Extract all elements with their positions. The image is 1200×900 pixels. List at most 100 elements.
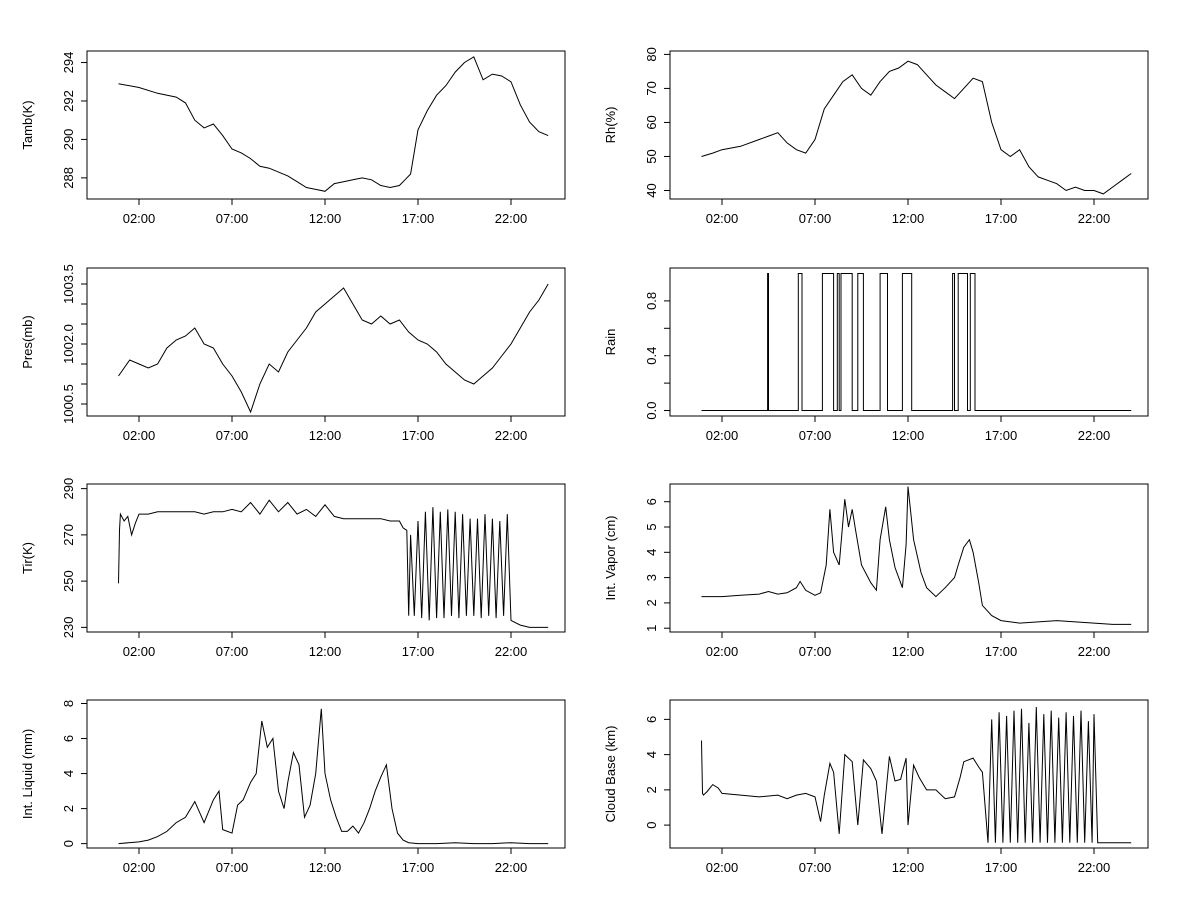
chart-panel-6: 02:00 07:00 12:00 17:00 22:00 0 2 4 6 8 Int. Liqui… bbox=[20, 699, 566, 875]
plot-frame bbox=[669, 699, 1149, 849]
x-tick-label: 02:00 bbox=[123, 211, 156, 226]
x-tick-label: 02:00 bbox=[706, 428, 739, 443]
y-tick-label: 60 bbox=[644, 115, 659, 129]
series-line bbox=[701, 273, 1132, 411]
x-tick-label: 07:00 bbox=[216, 211, 249, 226]
y-tick-label: 6 bbox=[644, 498, 659, 505]
y-tick-label: 3 bbox=[644, 574, 659, 581]
x-tick-label: 02:00 bbox=[706, 644, 739, 659]
x-tick-label: 17:00 bbox=[985, 211, 1018, 226]
y-tick-label: 290 bbox=[61, 129, 76, 151]
plot-frame bbox=[86, 483, 566, 633]
chart-panel-1: 02:00 07:00 12:00 17:00 22:00 40 50 60 70 80 Rh(%) bbox=[603, 47, 1149, 226]
y-tick-label: 2 bbox=[644, 786, 659, 793]
series-line bbox=[118, 283, 549, 414]
y-tick-label: 294 bbox=[61, 52, 76, 74]
y-tick-label: 6 bbox=[644, 716, 659, 723]
y-tick-label: 0.0 bbox=[644, 401, 659, 419]
x-tick-label: 12:00 bbox=[892, 211, 925, 226]
series-line bbox=[701, 486, 1132, 625]
y-axis-label: Int. Liquid (mm) bbox=[20, 729, 35, 819]
plot-frame bbox=[669, 267, 1149, 417]
plot-frame bbox=[86, 699, 566, 849]
y-tick-label: 50 bbox=[644, 149, 659, 163]
y-tick-label: 0 bbox=[61, 840, 76, 847]
x-tick-label: 22:00 bbox=[495, 860, 528, 875]
x-tick-label: 17:00 bbox=[402, 860, 435, 875]
x-tick-label: 02:00 bbox=[123, 644, 156, 659]
y-tick-label: 250 bbox=[61, 570, 76, 592]
x-tick-label: 12:00 bbox=[892, 644, 925, 659]
y-axis-label: Int. Vapor (cm) bbox=[603, 515, 618, 600]
x-tick-label: 02:00 bbox=[706, 860, 739, 875]
y-axis-label: Pres(mb) bbox=[20, 315, 35, 368]
y-tick-label: 40 bbox=[644, 183, 659, 197]
x-tick-label: 07:00 bbox=[216, 644, 249, 659]
y-tick-label: 230 bbox=[61, 617, 76, 639]
y-tick-label: 4 bbox=[644, 549, 659, 556]
series-line bbox=[701, 60, 1132, 195]
plot-frame bbox=[86, 50, 566, 200]
x-tick-label: 22:00 bbox=[1078, 211, 1111, 226]
x-tick-label: 02:00 bbox=[706, 211, 739, 226]
x-tick-label: 07:00 bbox=[216, 428, 249, 443]
x-tick-label: 07:00 bbox=[799, 644, 832, 659]
y-axis-label: Tir(K) bbox=[20, 542, 35, 574]
y-tick-label: 290 bbox=[61, 478, 76, 500]
plot-frame bbox=[86, 267, 566, 417]
y-tick-label: 270 bbox=[61, 524, 76, 546]
x-tick-label: 17:00 bbox=[985, 428, 1018, 443]
y-tick-label: 0.4 bbox=[644, 347, 659, 365]
y-tick-label: 0.8 bbox=[644, 292, 659, 310]
y-axis-label: Rh(%) bbox=[603, 107, 618, 144]
y-tick-label: 1002.0 bbox=[61, 324, 76, 364]
y-tick-label: 5 bbox=[644, 523, 659, 530]
x-tick-label: 17:00 bbox=[402, 428, 435, 443]
series-line bbox=[118, 708, 549, 845]
plot-frame bbox=[669, 50, 1149, 200]
plot-frame bbox=[669, 483, 1149, 633]
y-tick-label: 292 bbox=[61, 90, 76, 112]
x-tick-label: 22:00 bbox=[1078, 644, 1111, 659]
x-tick-label: 07:00 bbox=[799, 428, 832, 443]
x-tick-label: 22:00 bbox=[495, 644, 528, 659]
y-tick-label: 2 bbox=[644, 599, 659, 606]
x-tick-label: 07:00 bbox=[216, 860, 249, 875]
y-tick-label: 0 bbox=[644, 821, 659, 828]
x-tick-label: 12:00 bbox=[309, 428, 342, 443]
x-tick-label: 12:00 bbox=[309, 860, 342, 875]
y-axis-label: Rain bbox=[603, 329, 618, 356]
y-tick-label: 8 bbox=[61, 700, 76, 707]
x-tick-label: 07:00 bbox=[799, 211, 832, 226]
x-tick-label: 02:00 bbox=[123, 860, 156, 875]
chart-panel-5: 02:00 07:00 12:00 17:00 22:00 1 2 3 4 5 6 Int. Vapo… bbox=[603, 483, 1149, 659]
y-tick-label: 1003.5 bbox=[61, 264, 76, 304]
chart-panel-4: 02:00 07:00 12:00 17:00 22:00 230 250 270 290 Tir… bbox=[20, 478, 566, 659]
x-tick-label: 12:00 bbox=[892, 860, 925, 875]
x-tick-label: 12:00 bbox=[309, 211, 342, 226]
x-tick-label: 12:00 bbox=[892, 428, 925, 443]
x-tick-label: 17:00 bbox=[985, 860, 1018, 875]
y-tick-label: 80 bbox=[644, 47, 659, 61]
series-line bbox=[118, 56, 549, 192]
series-line bbox=[118, 499, 549, 628]
y-axis-label: Cloud Base (km) bbox=[603, 726, 618, 823]
x-tick-label: 17:00 bbox=[985, 644, 1018, 659]
y-tick-label: 4 bbox=[61, 770, 76, 777]
x-tick-label: 22:00 bbox=[495, 211, 528, 226]
y-tick-label: 70 bbox=[644, 81, 659, 95]
y-tick-label: 4 bbox=[644, 751, 659, 758]
x-tick-label: 22:00 bbox=[1078, 428, 1111, 443]
y-tick-label: 1 bbox=[644, 625, 659, 632]
y-tick-label: 288 bbox=[61, 167, 76, 189]
series-line bbox=[701, 706, 1132, 844]
x-tick-label: 07:00 bbox=[799, 860, 832, 875]
chart-panel-0: 02:00 07:00 12:00 17:00 22:00 288 290 292 294 Tam… bbox=[20, 50, 566, 226]
chart-panel-2: 02:00 07:00 12:00 17:00 22:00 1000.5 1002.0 100… bbox=[20, 264, 566, 443]
x-tick-label: 02:00 bbox=[123, 428, 156, 443]
y-tick-label: 2 bbox=[61, 805, 76, 812]
y-axis-label: Tamb(K) bbox=[20, 100, 35, 149]
x-tick-label: 12:00 bbox=[309, 644, 342, 659]
chart-panel-7: 02:00 07:00 12:00 17:00 22:00 0 2 4 6 Cloud Base … bbox=[603, 699, 1149, 875]
